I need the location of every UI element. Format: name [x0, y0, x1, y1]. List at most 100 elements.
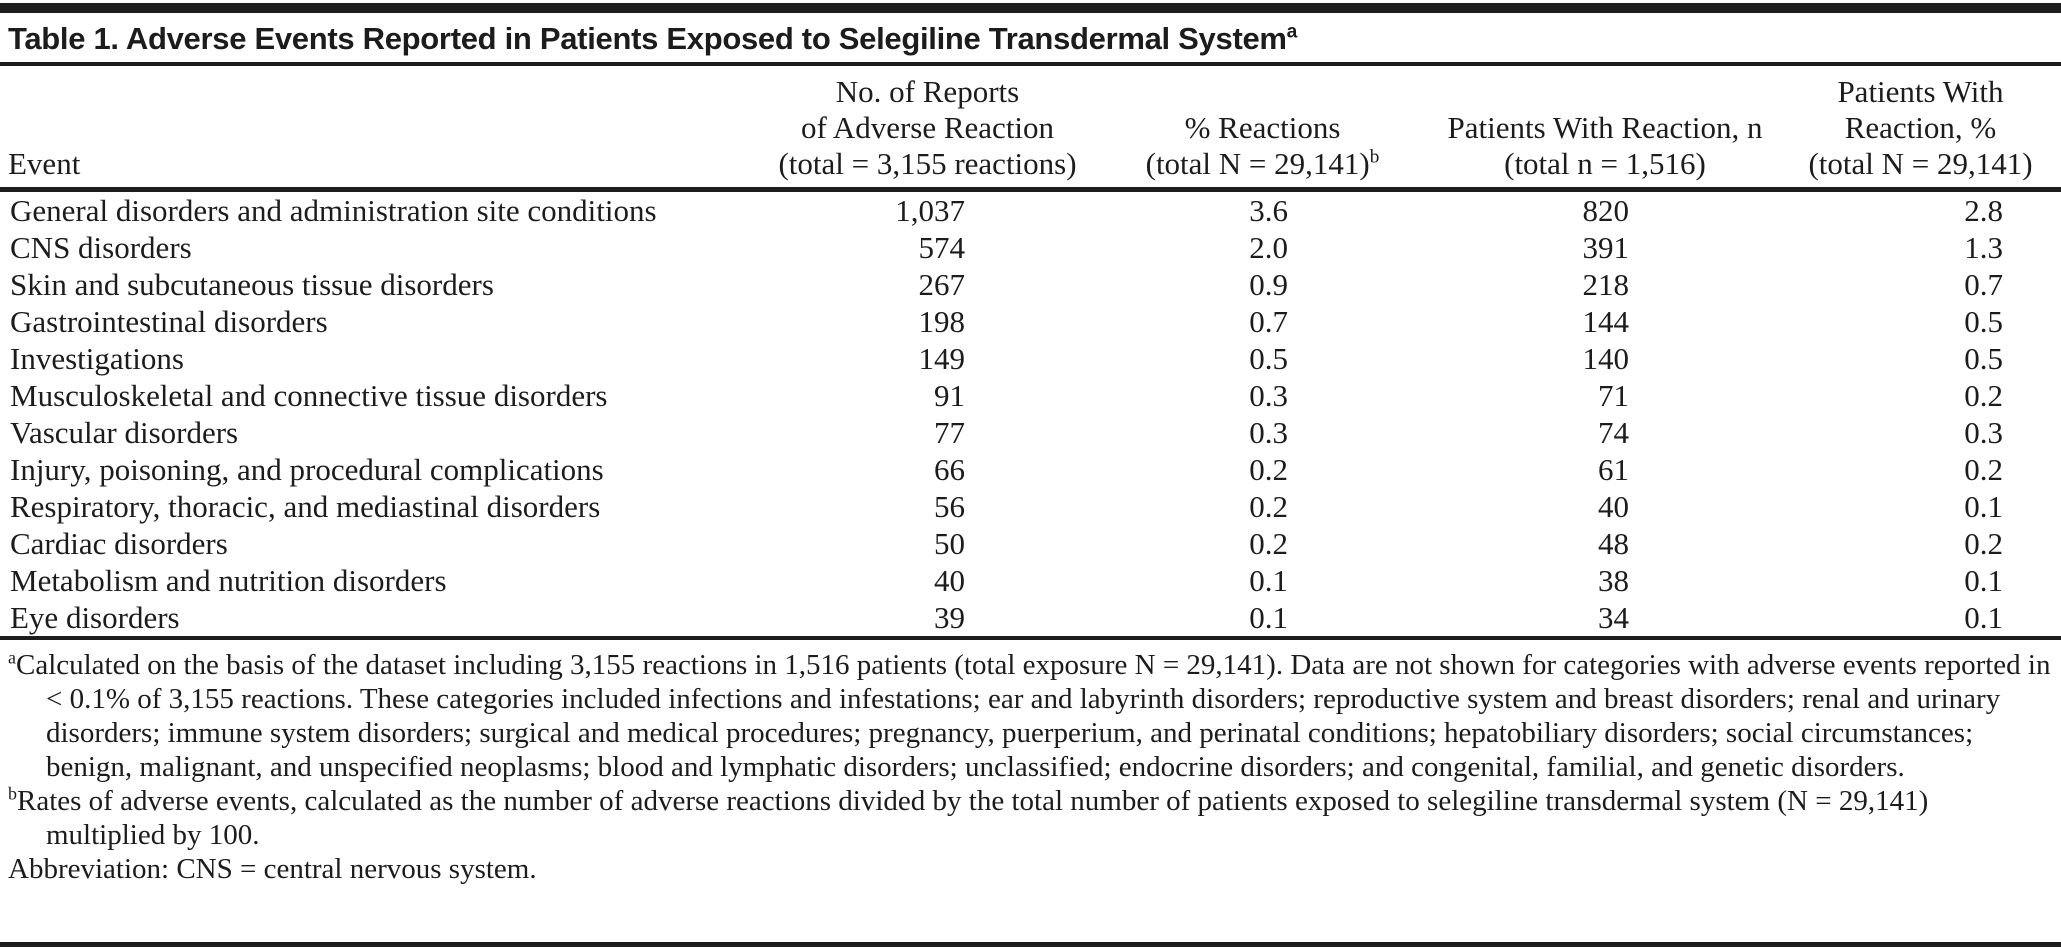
pct-reactions-cell: 0.2	[1249, 452, 1288, 487]
patients-pct-cell: 2.8	[1964, 193, 2003, 228]
column-header-line: (total = 3,155 reactions)	[778, 146, 1077, 181]
reports-cell: 77	[934, 415, 965, 450]
patients-pct-cell: 0.1	[1964, 563, 2003, 598]
reports-cell: 39	[760, 599, 1095, 640]
patients-pct-cell: 0.1	[1964, 489, 2003, 524]
event-cell: Eye disorders	[0, 599, 760, 640]
patients-n-cell: 144	[1582, 304, 1630, 339]
table-title-footnote-marker: a	[1286, 21, 1298, 43]
patients-n-cell: 38	[1598, 563, 1629, 598]
event-cell: Investigations	[10, 341, 184, 376]
reports-cell: 149	[918, 341, 966, 376]
patients-n-cell: 820	[1582, 193, 1630, 228]
event-cell: CNS disorders	[10, 230, 192, 265]
column-header-patients-n: Patients With Reaction, n (total n = 1,51…	[1430, 66, 1780, 192]
pct-reactions-cell: 0.3	[1249, 415, 1288, 450]
event-cell: Gastrointestinal disorders	[10, 304, 328, 339]
abbreviation-note: Abbreviation: CNS = central nervous syst…	[8, 853, 537, 885]
table-row: Gastrointestinal disorders 198 0.7 144 0.5	[0, 303, 2061, 340]
table-row: Respiratory, thoracic, and mediastinal d…	[0, 488, 2061, 525]
patients-pct-cell: 0.7	[1964, 267, 2003, 302]
pct-reactions-cell: 2.0	[1249, 230, 1288, 265]
table-row: Musculoskeletal and connective tissue di…	[0, 377, 2061, 414]
column-header-line: Reaction, %	[1844, 110, 1997, 145]
pct-reactions-cell: 0.2	[1249, 526, 1288, 561]
table-body: General disorders and administration sit…	[0, 190, 2061, 640]
reports-cell: 574	[918, 230, 966, 265]
patients-n-cell: 391	[1582, 230, 1630, 265]
header-row: Event No. of Reports of Adverse Reaction(…	[0, 66, 2061, 192]
patients-n-cell: 74	[1598, 415, 1629, 450]
reports-cell: 50	[934, 526, 965, 561]
footnotes: aCalculated on the basis of the dataset …	[0, 640, 2061, 886]
reports-cell: 40	[934, 563, 965, 598]
patients-n-cell: 34	[1430, 599, 1780, 640]
patients-pct-cell: 0.3	[1964, 415, 2003, 450]
column-header-line: (total n = 1,516)	[1504, 146, 1706, 181]
pct-reactions-cell: 0.3	[1249, 378, 1288, 413]
footnote-marker: b	[8, 783, 17, 804]
patients-n-cell: 218	[1582, 267, 1630, 302]
reports-cell: 1,037	[895, 193, 965, 228]
patients-pct-cell: 0.1	[1780, 599, 2061, 640]
event-cell: Cardiac disorders	[10, 526, 228, 561]
column-header-line: No. of Reports	[835, 74, 1020, 109]
reports-cell: 56	[934, 489, 965, 524]
event-cell: Musculoskeletal and connective tissue di…	[10, 378, 608, 413]
footnote-marker: a	[8, 647, 16, 668]
column-header-patients-pct: Patients With Reaction, % (total N = 29,14…	[1780, 66, 2061, 192]
table-row: General disorders and administration sit…	[0, 190, 2061, 230]
table-row: Injury, poisoning, and procedural compli…	[0, 451, 2061, 488]
patients-pct-cell: 0.2	[1964, 526, 2003, 561]
event-cell: Metabolism and nutrition disorders	[10, 563, 447, 598]
table-title: Table 1. Adverse Events Reported in Pati…	[0, 13, 2061, 62]
patients-pct-cell: 1.3	[1964, 230, 2003, 265]
footnote-marker: b	[1369, 146, 1380, 168]
table-row: CNS disorders 574 2.0 391 1.3	[0, 229, 2061, 266]
pct-reactions-cell: 0.2	[1249, 489, 1288, 524]
column-header-reports: No. of Reports of Adverse Reaction (total …	[760, 66, 1095, 192]
patients-pct-cell: 0.5	[1964, 341, 2003, 376]
table-bottom-border	[0, 942, 2061, 947]
column-header-line: % Reactions	[1184, 110, 1341, 145]
pct-reactions-cell: 0.5	[1249, 341, 1288, 376]
table-title-text: Table 1. Adverse Events Reported in Pati…	[8, 21, 1287, 56]
pct-reactions-cell: 0.7	[1249, 304, 1288, 339]
patients-n-cell: 61	[1598, 452, 1629, 487]
column-header-event: Event	[0, 66, 760, 192]
pct-reactions-cell: 0.1	[1095, 599, 1430, 640]
reports-cell: 91	[934, 378, 965, 413]
footnote-b: bRates of adverse events, calculated as …	[8, 783, 1929, 851]
column-header-line: (total N = 29,141)b	[1145, 146, 1380, 181]
patients-pct-cell: 0.2	[1964, 378, 2003, 413]
column-header-line: Patients With Reaction, n	[1447, 110, 1763, 145]
column-header-pct-reactions: % Reactions (total N = 29,141)b	[1095, 66, 1430, 192]
table-row: Vascular disorders 77 0.3 74 0.3	[0, 414, 2061, 451]
patients-n-cell: 40	[1598, 489, 1629, 524]
footnote-a: aCalculated on the basis of the dataset …	[8, 647, 2051, 783]
column-header-line: Patients With	[1837, 74, 2004, 109]
patients-n-cell: 71	[1598, 378, 1629, 413]
event-cell: Injury, poisoning, and procedural compli…	[10, 452, 604, 487]
table-header: Event No. of Reports of Adverse Reaction(…	[0, 66, 2061, 192]
pct-reactions-cell: 0.9	[1249, 267, 1288, 302]
patients-pct-cell: 0.2	[1964, 452, 2003, 487]
column-header-line: Event	[8, 146, 81, 181]
table-row: Metabolism and nutrition disorders 40 0.1 3…	[0, 562, 2061, 599]
table-row: Investigations 149 0.5 140 0.5	[0, 340, 2061, 377]
table-top-border	[0, 3, 2061, 13]
event-cell: Skin and subcutaneous tissue disorders	[10, 267, 494, 302]
patients-n-cell: 48	[1598, 526, 1629, 561]
patients-n-cell: 140	[1582, 341, 1630, 376]
reports-cell: 267	[918, 267, 966, 302]
pct-reactions-cell: 3.6	[1249, 193, 1288, 228]
reports-cell: 66	[934, 452, 965, 487]
adverse-events-table: Event No. of Reports of Adverse Reaction(…	[0, 66, 2061, 640]
patients-pct-cell: 0.5	[1964, 304, 2003, 339]
table-row: Cardiac disorders 50 0.2 48 0.2	[0, 525, 2061, 562]
pct-reactions-cell: 0.1	[1249, 563, 1288, 598]
event-cell: General disorders and administration sit…	[10, 193, 657, 228]
table-row: Skin and subcutaneous tissue disorders 26…	[0, 266, 2061, 303]
event-cell: Respiratory, thoracic, and mediastinal d…	[10, 489, 601, 524]
